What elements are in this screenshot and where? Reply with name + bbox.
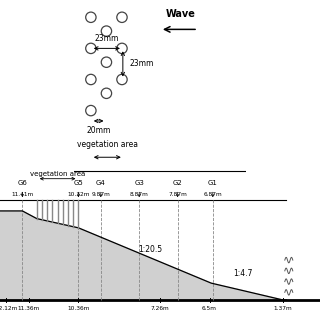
Text: Wave: Wave: [166, 9, 196, 19]
Text: 8.87m: 8.87m: [130, 192, 148, 197]
Text: 6.5m: 6.5m: [202, 306, 217, 311]
Text: 10.36m: 10.36m: [67, 306, 90, 311]
Text: G6: G6: [18, 180, 27, 186]
Text: G5: G5: [74, 180, 83, 186]
Text: 11.36m: 11.36m: [18, 306, 40, 311]
Text: vegetation area: vegetation area: [77, 140, 138, 148]
Text: 7.87m: 7.87m: [168, 192, 187, 197]
Text: 20mm: 20mm: [86, 126, 111, 135]
Text: 6.87m: 6.87m: [204, 192, 222, 197]
Text: 10.32m: 10.32m: [67, 192, 90, 197]
Text: 11.41m: 11.41m: [11, 192, 34, 197]
Text: 23mm: 23mm: [95, 34, 119, 43]
Text: 1:4.7: 1:4.7: [234, 269, 253, 278]
Text: 23mm: 23mm: [130, 60, 154, 68]
Text: G1: G1: [208, 180, 218, 186]
Text: 12.12m: 12.12m: [0, 306, 18, 311]
Text: 1.37m: 1.37m: [274, 306, 292, 311]
Text: 7.26m: 7.26m: [151, 306, 169, 311]
Text: 9.87m: 9.87m: [92, 192, 110, 197]
Text: G2: G2: [173, 180, 182, 186]
Polygon shape: [0, 211, 286, 300]
Text: 1:20.5: 1:20.5: [138, 245, 163, 254]
Text: G3: G3: [134, 180, 144, 186]
Text: vegetation area: vegetation area: [30, 171, 85, 177]
Text: G4: G4: [96, 180, 106, 186]
